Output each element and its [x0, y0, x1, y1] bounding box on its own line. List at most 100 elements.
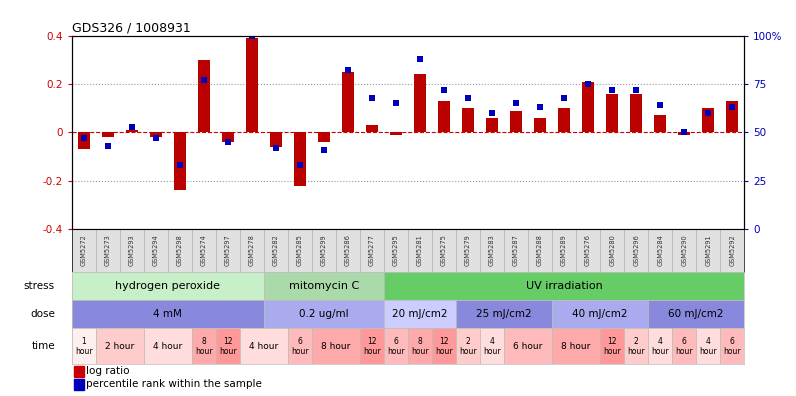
Text: GSM5276: GSM5276 [585, 234, 591, 266]
Text: 25 mJ/cm2: 25 mJ/cm2 [476, 309, 532, 320]
Text: 8
hour: 8 hour [412, 337, 429, 356]
Bar [360, 229, 384, 272]
Bar [222, 132, 234, 142]
Text: GSM5275: GSM5275 [441, 234, 447, 266]
Bar [336, 229, 360, 272]
Bar [552, 301, 648, 328]
Text: 12
hour: 12 hour [363, 337, 380, 356]
Bar [480, 229, 504, 272]
Text: GSM5291: GSM5291 [705, 234, 712, 266]
Bar [78, 132, 90, 149]
Text: 0.2 ug/ml: 0.2 ug/ml [299, 309, 349, 320]
Text: 8
hour: 8 hour [195, 337, 213, 356]
Bar [648, 328, 672, 364]
Bar [456, 229, 480, 272]
Bar [384, 301, 456, 328]
Bar [648, 229, 672, 272]
Text: GSM5293: GSM5293 [129, 234, 135, 266]
Text: GSM5272: GSM5272 [80, 234, 87, 266]
Bar [174, 132, 185, 190]
Text: 6
hour: 6 hour [387, 337, 404, 356]
Bar [678, 132, 690, 135]
Bar [408, 328, 432, 364]
Bar [504, 328, 552, 364]
Text: 4
hour: 4 hour [651, 337, 669, 356]
Bar [384, 272, 744, 301]
Text: ▶: ▶ [73, 309, 80, 320]
Bar [576, 229, 600, 272]
Bar [720, 229, 744, 272]
Bar [150, 132, 162, 137]
Text: 1
hour: 1 hour [75, 337, 92, 356]
Bar [72, 328, 96, 364]
Text: GSM5285: GSM5285 [297, 234, 302, 266]
Text: GDS326 / 1008931: GDS326 / 1008931 [72, 21, 190, 34]
Bar [288, 328, 312, 364]
Bar [360, 328, 384, 364]
Bar [102, 132, 114, 137]
Bar [192, 328, 216, 364]
Bar [384, 229, 408, 272]
Text: GSM5277: GSM5277 [369, 234, 375, 266]
Text: mitomycin C: mitomycin C [289, 282, 359, 291]
Bar [456, 328, 480, 364]
Bar [720, 328, 744, 364]
Text: 6
hour: 6 hour [291, 337, 309, 356]
Text: GSM5282: GSM5282 [273, 234, 279, 266]
Bar [384, 328, 408, 364]
Bar [528, 229, 552, 272]
Bar [600, 328, 624, 364]
Text: 8 hour: 8 hour [561, 342, 591, 351]
Bar [510, 110, 522, 132]
Bar [414, 74, 426, 132]
Text: 4 hour: 4 hour [153, 342, 182, 351]
Bar [288, 229, 312, 272]
Bar [552, 229, 576, 272]
Bar [246, 38, 258, 132]
Bar [263, 301, 384, 328]
Bar [263, 229, 288, 272]
Text: percentile rank within the sample: percentile rank within the sample [87, 379, 263, 390]
Bar [342, 72, 354, 132]
Text: 20 mJ/cm2: 20 mJ/cm2 [392, 309, 447, 320]
Text: GSM5289: GSM5289 [561, 234, 567, 266]
Bar [702, 108, 714, 132]
Bar [312, 229, 336, 272]
Bar [624, 328, 648, 364]
Bar [696, 328, 720, 364]
Text: dose: dose [30, 309, 55, 320]
Text: 8 hour: 8 hour [322, 342, 350, 351]
Bar [74, 379, 84, 390]
Text: 6
hour: 6 hour [675, 337, 693, 356]
Text: GSM5284: GSM5284 [657, 234, 663, 266]
Text: time: time [31, 341, 55, 351]
Bar [696, 229, 720, 272]
Text: GSM5287: GSM5287 [513, 234, 519, 266]
Bar [119, 229, 144, 272]
Text: 6
hour: 6 hour [724, 337, 741, 356]
Bar [606, 94, 618, 132]
Bar [294, 132, 306, 186]
Bar [624, 229, 648, 272]
Bar [558, 108, 570, 132]
Text: GSM5298: GSM5298 [177, 234, 183, 266]
Bar [72, 301, 263, 328]
Bar [672, 328, 696, 364]
Bar [390, 132, 402, 135]
Bar [432, 229, 456, 272]
Text: UV irradiation: UV irradiation [525, 282, 603, 291]
Text: GSM5281: GSM5281 [417, 234, 423, 266]
Bar [144, 229, 168, 272]
Text: GSM5280: GSM5280 [609, 234, 615, 266]
Text: 6 hour: 6 hour [513, 342, 543, 351]
Bar [648, 301, 744, 328]
Text: GSM5292: GSM5292 [729, 234, 736, 266]
Bar [438, 101, 450, 132]
Text: 4 mM: 4 mM [154, 309, 182, 320]
Text: GSM5283: GSM5283 [489, 234, 495, 266]
Text: hydrogen peroxide: hydrogen peroxide [115, 282, 220, 291]
Text: 4
hour: 4 hour [700, 337, 717, 356]
Text: log ratio: log ratio [87, 366, 130, 376]
Bar [72, 272, 263, 301]
Bar [432, 328, 456, 364]
